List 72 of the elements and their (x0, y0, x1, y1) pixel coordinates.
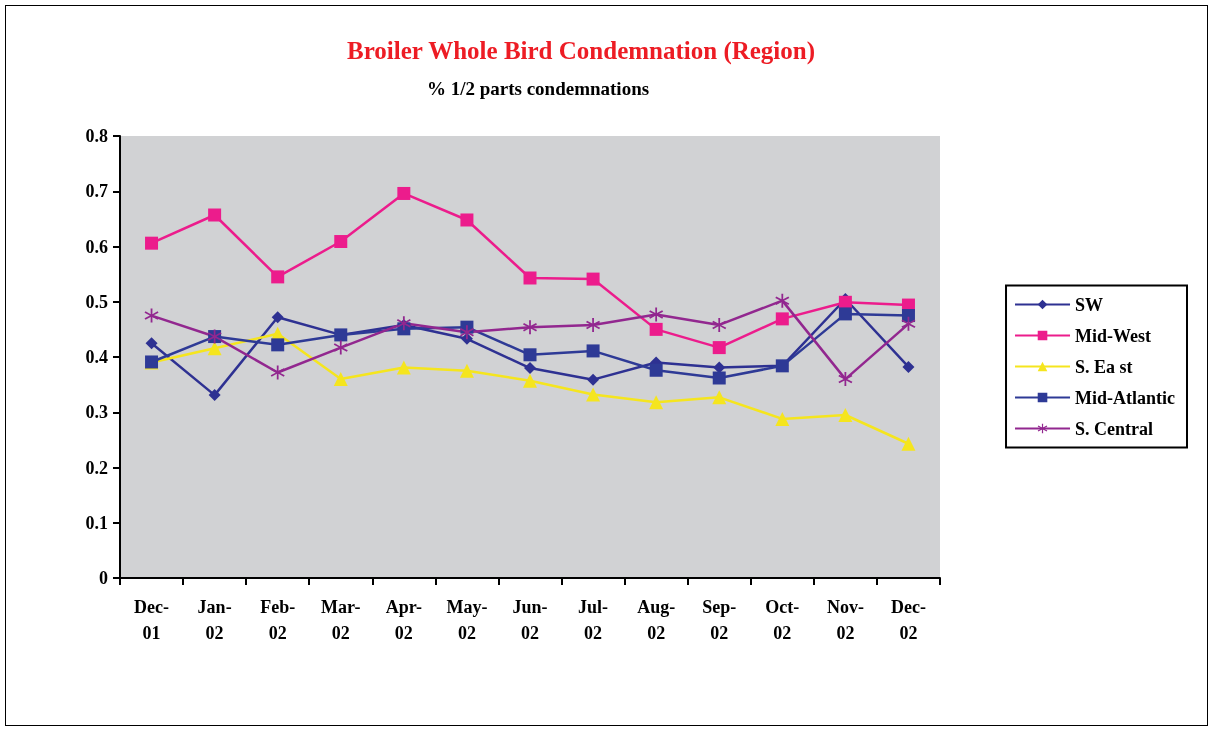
x-tick-label: Feb-02 (260, 597, 296, 643)
chart-title: Broiler Whole Bird Condemnation (Region) (346, 37, 816, 65)
point (712, 390, 727, 405)
point (460, 213, 474, 227)
y-tick-label: 0.2 (85, 457, 108, 478)
chart-subtitle: % 1/2 parts condemnations (426, 78, 650, 99)
point (208, 208, 222, 222)
x-tick-label: Mar-02 (321, 597, 361, 643)
y-tick-label: 0.7 (85, 181, 108, 202)
point (712, 341, 726, 355)
y-tick-label: 0.1 (85, 512, 108, 533)
point (586, 387, 601, 402)
x-tick-label: Jun-02 (512, 597, 548, 643)
x-tick-label: May-02 (446, 597, 488, 643)
point (712, 371, 726, 385)
point (334, 235, 348, 249)
point (901, 436, 916, 451)
point (145, 337, 158, 350)
point (649, 363, 663, 377)
point (271, 311, 284, 324)
point (459, 325, 474, 340)
point (397, 186, 411, 200)
point (271, 270, 285, 284)
x-tick-label: Apr-02 (385, 597, 423, 643)
point (775, 312, 789, 326)
x-tick-label: Dec-01 (134, 597, 170, 643)
legend-label: Mid-West (1075, 325, 1152, 346)
point (902, 360, 915, 373)
x-tick-label: Oct-02 (765, 597, 800, 643)
point (333, 340, 348, 355)
point (523, 348, 537, 362)
point (208, 389, 221, 402)
legend-label: Mid-Atlantic (1075, 387, 1176, 408)
point (775, 411, 790, 426)
point (775, 293, 790, 308)
x-tick-label: Nov-02 (826, 597, 864, 643)
point (333, 372, 348, 387)
y-tick-label: 0.8 (85, 126, 108, 146)
x-tick-label: Jul-02 (578, 597, 609, 643)
point (586, 317, 601, 332)
y-tick-label: 0.6 (85, 236, 108, 257)
x-tick-label: Dec-02 (890, 597, 926, 643)
point (586, 344, 600, 358)
point (586, 272, 600, 286)
y-tick-label: 0.4 (85, 347, 108, 367)
point (396, 360, 411, 375)
point (587, 373, 600, 386)
legend-label: S. Central (1075, 418, 1154, 439)
x-tick-label: Sep-02 (702, 597, 737, 643)
point (712, 317, 727, 332)
point (838, 307, 852, 321)
point (523, 271, 537, 285)
y-tick-label: 0 (99, 568, 108, 588)
legend-label: S. Ea st (1075, 356, 1133, 377)
point (523, 320, 537, 335)
point (649, 307, 664, 322)
legend-label: SW (1075, 294, 1104, 315)
point (838, 408, 853, 423)
x-tick-label: Aug-02 (637, 597, 676, 643)
point (271, 338, 285, 352)
point (145, 236, 159, 250)
y-tick-label: 0.3 (85, 402, 108, 423)
y-tick-label: 0.5 (85, 291, 108, 312)
point (524, 362, 536, 375)
point (207, 341, 222, 356)
point (649, 395, 664, 410)
point (838, 372, 853, 387)
point (270, 365, 285, 380)
point (459, 363, 474, 378)
x-tick-label: Jan-02 (197, 597, 232, 643)
point (649, 322, 663, 336)
point (523, 373, 537, 388)
